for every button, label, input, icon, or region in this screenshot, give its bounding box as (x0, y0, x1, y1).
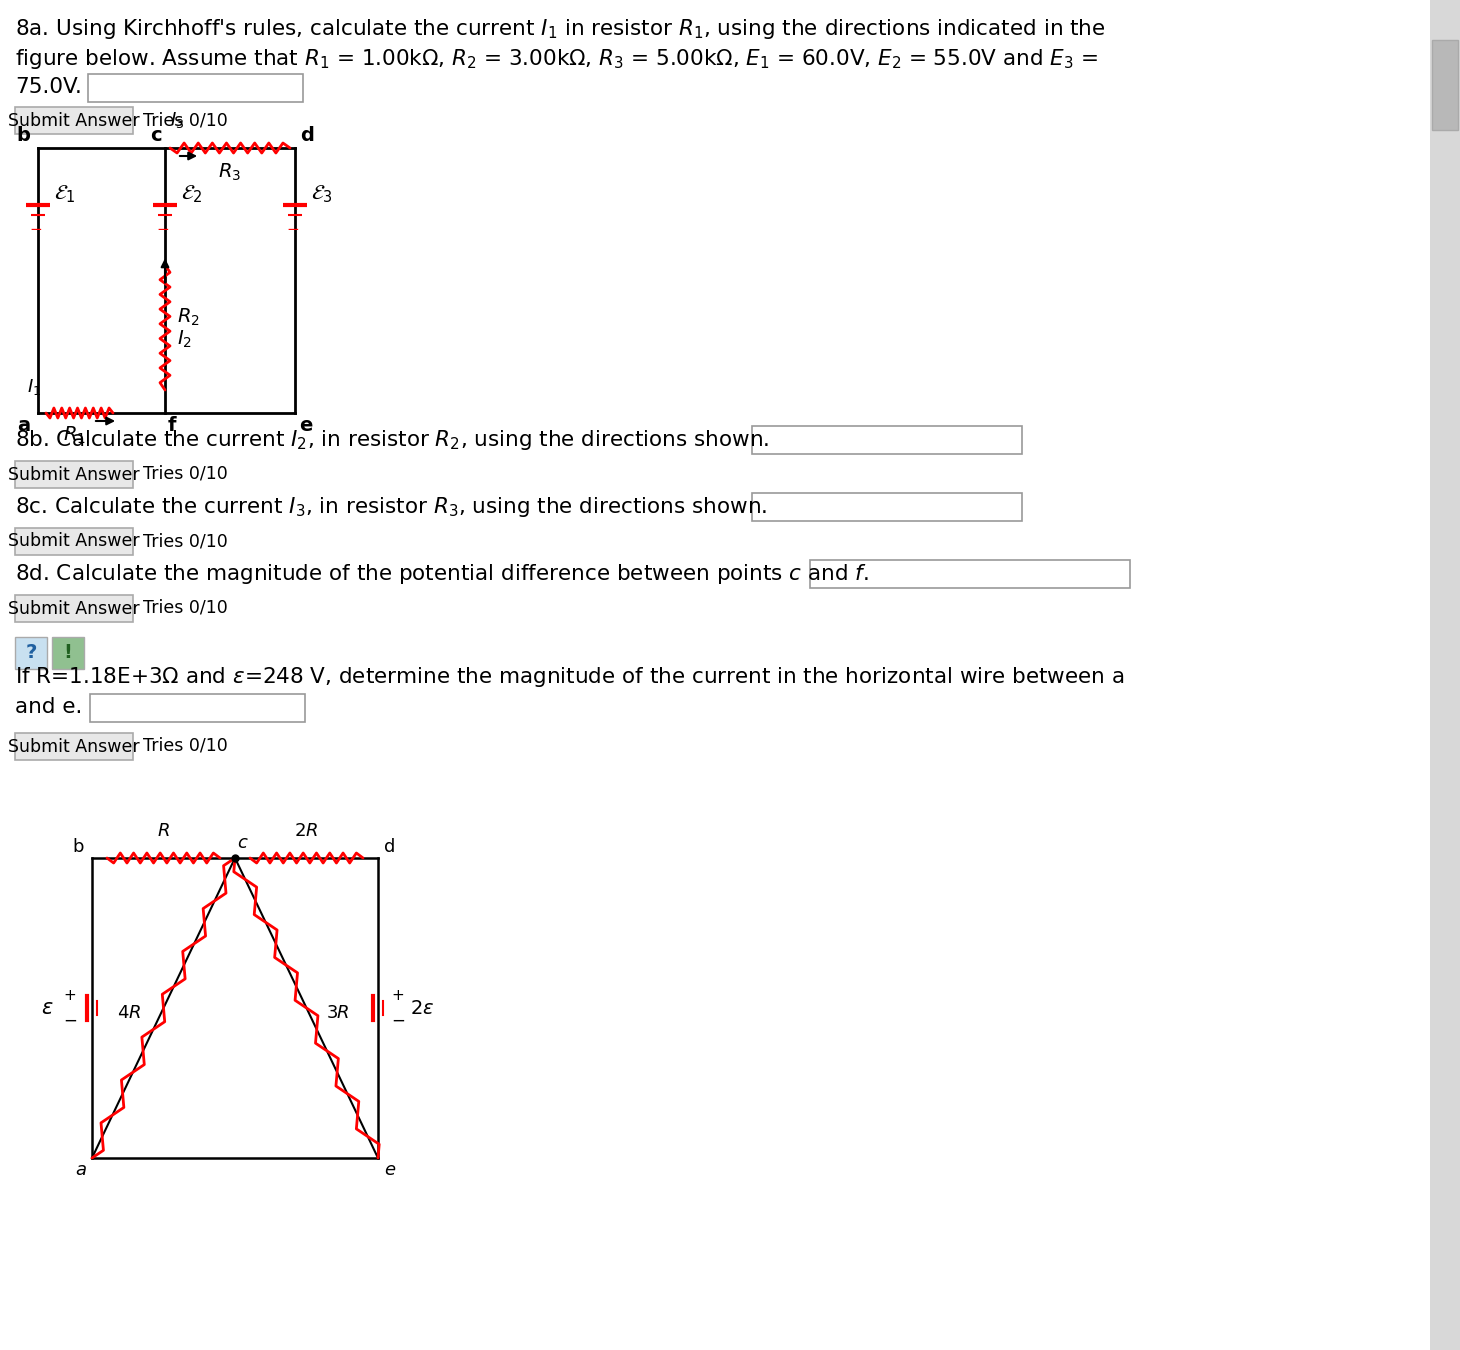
Bar (15, 595, 133, 622)
Text: Tries 0/10: Tries 0/10 (143, 112, 228, 130)
Bar (88, 74, 304, 103)
Bar (91, 694, 305, 722)
Text: $-$: $-$ (391, 1011, 404, 1029)
Text: Submit Answer: Submit Answer (9, 466, 140, 483)
Text: f: f (168, 416, 177, 435)
Text: 8d. Calculate the magnitude of the potential difference between points $c$ and $: 8d. Calculate the magnitude of the poten… (15, 562, 869, 586)
Bar (1429, 0, 1460, 1350)
Text: 8c. Calculate the current $I_3$, in resistor $R_3$, using the directions shown.: 8c. Calculate the current $I_3$, in resi… (15, 495, 768, 518)
Text: and e.: and e. (15, 697, 82, 717)
Bar (15, 528, 133, 555)
Text: 8a. Using Kirchhoff's rules, calculate the current $I_1$ in resistor $R_1$, usin: 8a. Using Kirchhoff's rules, calculate t… (15, 18, 1105, 40)
Text: Tries 0/10: Tries 0/10 (143, 464, 228, 483)
Bar (15, 733, 133, 760)
Text: $\mathcal{E}_1$: $\mathcal{E}_1$ (54, 184, 76, 205)
Text: Submit Answer: Submit Answer (9, 599, 140, 617)
Text: $I_2$: $I_2$ (177, 329, 193, 350)
Bar (752, 493, 1022, 521)
Text: d: d (384, 838, 396, 856)
Text: c: c (237, 834, 247, 852)
Text: $+$: $+$ (391, 988, 404, 1003)
Text: Tries 0/10: Tries 0/10 (143, 737, 228, 755)
Bar (15, 107, 133, 134)
Text: $4R$: $4R$ (117, 1004, 142, 1022)
Text: 75.0V.: 75.0V. (15, 77, 82, 97)
Text: $I_1$: $I_1$ (26, 377, 41, 397)
Text: $+$: $+$ (63, 988, 76, 1003)
Text: $I_3$: $I_3$ (169, 109, 184, 130)
Text: $R$: $R$ (158, 822, 169, 840)
Bar (810, 560, 1130, 589)
Text: e: e (384, 1161, 396, 1179)
Text: b: b (16, 126, 31, 144)
Text: Submit Answer: Submit Answer (9, 532, 140, 551)
Text: Submit Answer: Submit Answer (9, 737, 140, 756)
Bar (15, 637, 47, 670)
Text: 8b. Calculate the current $I_2$, in resistor $R_2$, using the directions shown.: 8b. Calculate the current $I_2$, in resi… (15, 428, 769, 452)
Text: $R_1$: $R_1$ (63, 425, 86, 447)
Text: $-$: $-$ (286, 220, 299, 235)
Text: a: a (18, 416, 31, 435)
Text: If R=1.18E+3$\Omega$ and $\varepsilon$=248 V, determine the magnitude of the cur: If R=1.18E+3$\Omega$ and $\varepsilon$=2… (15, 666, 1124, 688)
Text: !: ! (64, 644, 73, 663)
Text: Tries 0/10: Tries 0/10 (143, 599, 228, 617)
Text: $\mathcal{E}_3$: $\mathcal{E}_3$ (311, 184, 333, 205)
Bar (752, 427, 1022, 454)
Text: d: d (299, 126, 314, 144)
Text: $-$: $-$ (63, 1011, 77, 1029)
Text: $\mathcal{E}_2$: $\mathcal{E}_2$ (181, 184, 203, 205)
Text: figure below. Assume that $R_1$ = 1.00k$\Omega$, $R_2$ = 3.00k$\Omega$, $R_3$ = : figure below. Assume that $R_1$ = 1.00k$… (15, 47, 1098, 72)
Text: $\varepsilon$: $\varepsilon$ (41, 998, 54, 1018)
Text: $-$: $-$ (29, 220, 42, 235)
Text: $2\varepsilon$: $2\varepsilon$ (410, 999, 434, 1018)
Text: $2R$: $2R$ (295, 822, 318, 840)
Bar (15, 460, 133, 487)
Text: Submit Answer: Submit Answer (9, 112, 140, 130)
Bar (1432, 40, 1459, 130)
Text: $-$: $-$ (156, 220, 169, 235)
Text: e: e (299, 416, 312, 435)
Text: $R_3$: $R_3$ (219, 162, 241, 184)
Text: b: b (73, 838, 85, 856)
Text: c: c (150, 126, 162, 144)
Text: Tries 0/10: Tries 0/10 (143, 532, 228, 549)
Text: ?: ? (25, 644, 36, 663)
Text: $3R$: $3R$ (326, 1004, 349, 1022)
Bar (53, 637, 85, 670)
Text: a: a (74, 1161, 86, 1179)
Text: $R_2$: $R_2$ (177, 306, 200, 328)
